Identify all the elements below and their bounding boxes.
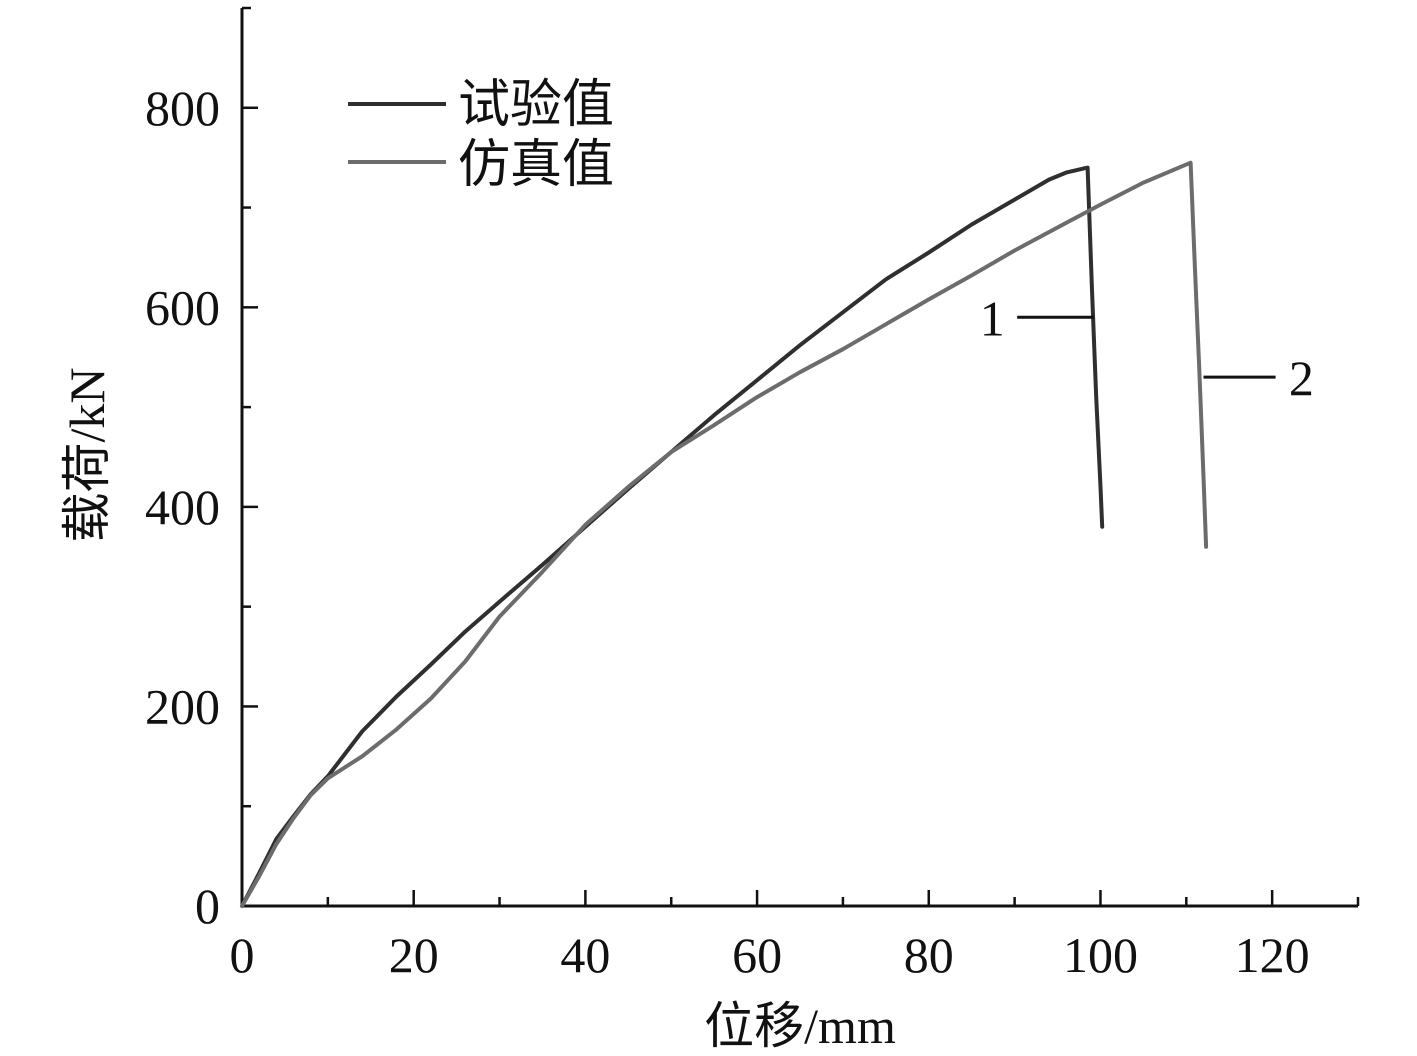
legend-label-series-1: 试验值	[458, 77, 614, 134]
y-tick-label: 800	[145, 80, 220, 136]
x-tick-label: 60	[732, 927, 782, 983]
y-tick-label: 200	[145, 678, 220, 734]
y-tick-label: 600	[145, 279, 220, 335]
series-line-2	[240, 160, 1209, 908]
y-axis-title: 载荷/kN	[59, 368, 115, 543]
axes	[240, 8, 1358, 908]
y-tick-label: 0	[195, 878, 220, 934]
x-tick-label: 120	[1235, 927, 1310, 983]
legend: 试验值 仿真值	[348, 77, 614, 194]
series-layer	[240, 160, 1209, 908]
legend-label-series-2: 仿真值	[458, 137, 614, 194]
annotation-label-2: 2	[1289, 350, 1314, 406]
y-tick-label: 400	[145, 479, 220, 535]
x-tick-label: 0	[230, 927, 255, 983]
x-tick-label: 40	[560, 927, 610, 983]
annotation-label-1: 1	[980, 290, 1005, 346]
x-tick-label: 80	[904, 927, 954, 983]
annotations: 12	[980, 290, 1314, 406]
x-tick-label: 100	[1063, 927, 1138, 983]
x-tick-label: 20	[389, 927, 439, 983]
series-line-1	[240, 165, 1105, 908]
ticks: 0 20 40 60 80 100 120 0 200 400 600 800	[145, 6, 1360, 983]
x-axis-title: 位移/mm	[704, 998, 896, 1054]
